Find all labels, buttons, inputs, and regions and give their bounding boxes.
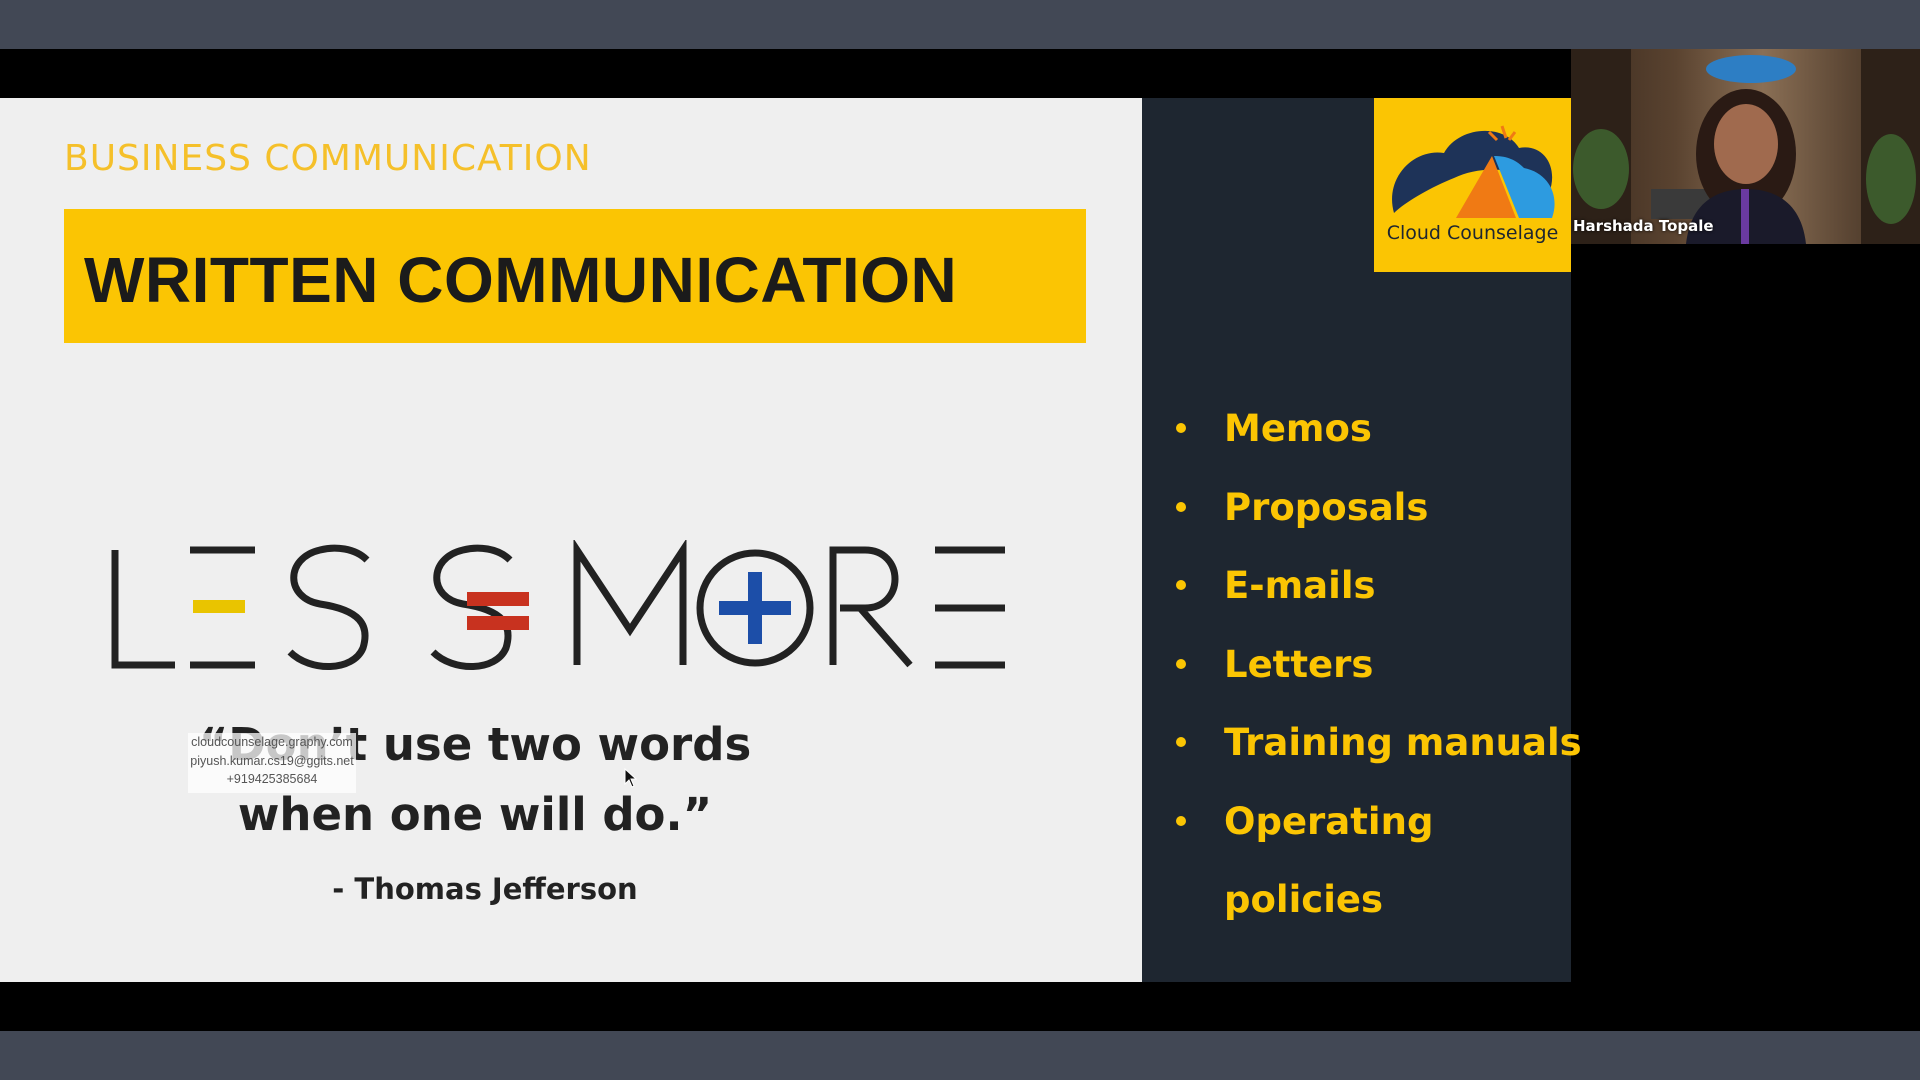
less-equals-more-graphic: [111, 540, 1005, 670]
section-label: BUSINESS COMMUNICATION: [64, 138, 592, 179]
equals-top: [467, 592, 529, 606]
bullet-item: Memos: [1170, 390, 1582, 469]
watermark-line-1: cloudcounselage.graphy.com: [191, 735, 353, 749]
slide-title: WRITTEN COMMUNICATION: [84, 244, 958, 316]
bullet-list: Memos Proposals E-mails Letters Training…: [1170, 390, 1582, 861]
watermark-line-3: +919425385684: [226, 772, 318, 786]
bottom-frame-bar: [0, 1031, 1920, 1080]
participant-video-feed: [1571, 49, 1920, 244]
letter-e-1: [190, 546, 255, 669]
equals-bottom: [467, 616, 529, 630]
letter-m: [573, 540, 687, 665]
letter-s-2: [430, 544, 513, 670]
watermark-overlay: cloudcounselage.graphy.com piyush.kumar.…: [188, 733, 356, 793]
plus-horizontal: [719, 601, 791, 615]
cloud-logo-icon: [1392, 125, 1555, 218]
mouse-cursor-icon: [624, 768, 638, 788]
bullet-item: Letters: [1170, 626, 1582, 705]
title-banner: WRITTEN COMMUNICATION: [64, 209, 1086, 343]
letter-e-2: [935, 546, 1005, 669]
participant-video-tile[interactable]: Harshada Topale: [1571, 49, 1920, 244]
quote-line-2: when one will do.”: [237, 788, 713, 841]
letter-r: [829, 546, 913, 668]
letter-l: [111, 550, 175, 669]
quote-author: - Thomas Jefferson: [332, 872, 638, 906]
logo-text: Cloud Counselage: [1386, 222, 1559, 244]
e-yellow-bar: [193, 600, 245, 613]
participant-name: Harshada Topale: [1573, 217, 1714, 235]
bullet-item: Operating: [1170, 783, 1582, 862]
top-frame-bar: [0, 0, 1920, 49]
bullet-continuation-wrap: policies: [1170, 861, 1383, 940]
brand-logo: Cloud Counselage: [1374, 98, 1571, 272]
bullet-item: E-mails: [1170, 547, 1582, 626]
bullet-continuation: policies: [1224, 878, 1384, 921]
letter-o: [696, 549, 814, 667]
bullet-item: Proposals: [1170, 469, 1582, 548]
watermark-line-2: piyush.kumar.cs19@ggits.net: [190, 753, 354, 768]
bullet-item: Training manuals: [1170, 704, 1582, 783]
letter-s-1: [287, 544, 370, 670]
